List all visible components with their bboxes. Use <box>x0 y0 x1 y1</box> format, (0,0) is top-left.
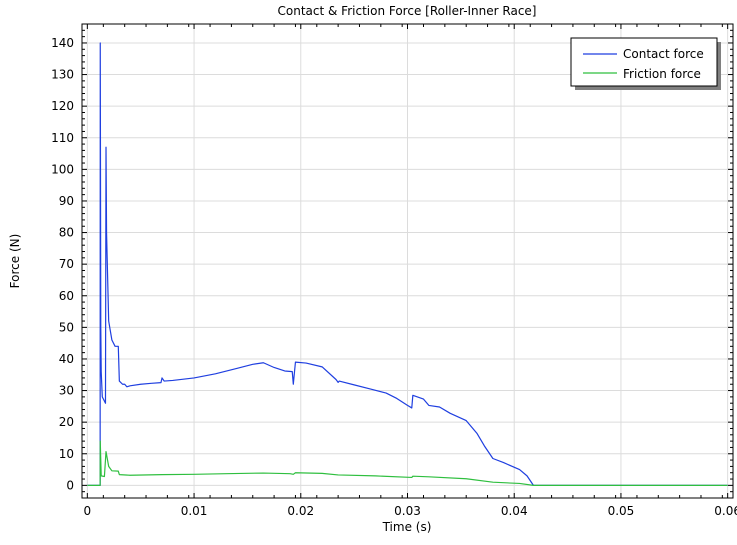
y-tick-label: 20 <box>59 415 74 429</box>
legend-label-contact-force: Contact force <box>623 47 704 61</box>
y-tick-label: 140 <box>51 36 74 50</box>
y-tick-label: 10 <box>59 447 74 461</box>
y-tick-label: 30 <box>59 384 74 398</box>
legend-label-friction-force: Friction force <box>623 67 701 81</box>
grid <box>82 24 733 498</box>
x-tick-label: 0.06 <box>714 504 737 518</box>
x-tick-label: 0.05 <box>608 504 635 518</box>
legend-box <box>570 37 718 87</box>
y-tick-label: 80 <box>59 226 74 240</box>
series-layer <box>87 42 728 486</box>
x-tick-label: 0.02 <box>287 504 314 518</box>
y-tick-label: 50 <box>59 320 74 334</box>
y-tick-label: 90 <box>59 194 74 208</box>
series-line-contact-force <box>87 42 728 486</box>
y-tick-label: 110 <box>51 131 74 145</box>
legend: Contact force Friction force <box>570 37 721 90</box>
x-tick-label: 0.04 <box>501 504 528 518</box>
y-axis-title: Force (N) <box>8 234 22 289</box>
y-tick-label: 60 <box>59 289 74 303</box>
x-axis-title: Time (s) <box>382 520 432 534</box>
series-line-friction-force <box>87 440 728 486</box>
y-tick-label: 40 <box>59 352 74 366</box>
y-axis: 0 10 20 30 40 50 60 70 80 90 100 110 120 130 140 <box>51 23 733 492</box>
y-tick-label: 0 <box>66 478 74 492</box>
x-tick-label: 0.01 <box>181 504 208 518</box>
x-axis: 0 0.01 0.02 0.03 0.04 0.05 0.06 <box>81 24 737 518</box>
y-tick-label: 130 <box>51 68 74 82</box>
x-tick-label: 0 <box>84 504 92 518</box>
y-tick-label: 120 <box>51 99 74 113</box>
chart-title: Contact & Friction Force [Roller-Inner R… <box>278 4 537 18</box>
x-tick-label: 0.03 <box>394 504 421 518</box>
y-tick-label: 100 <box>51 162 74 176</box>
y-tick-label: 70 <box>59 257 74 271</box>
